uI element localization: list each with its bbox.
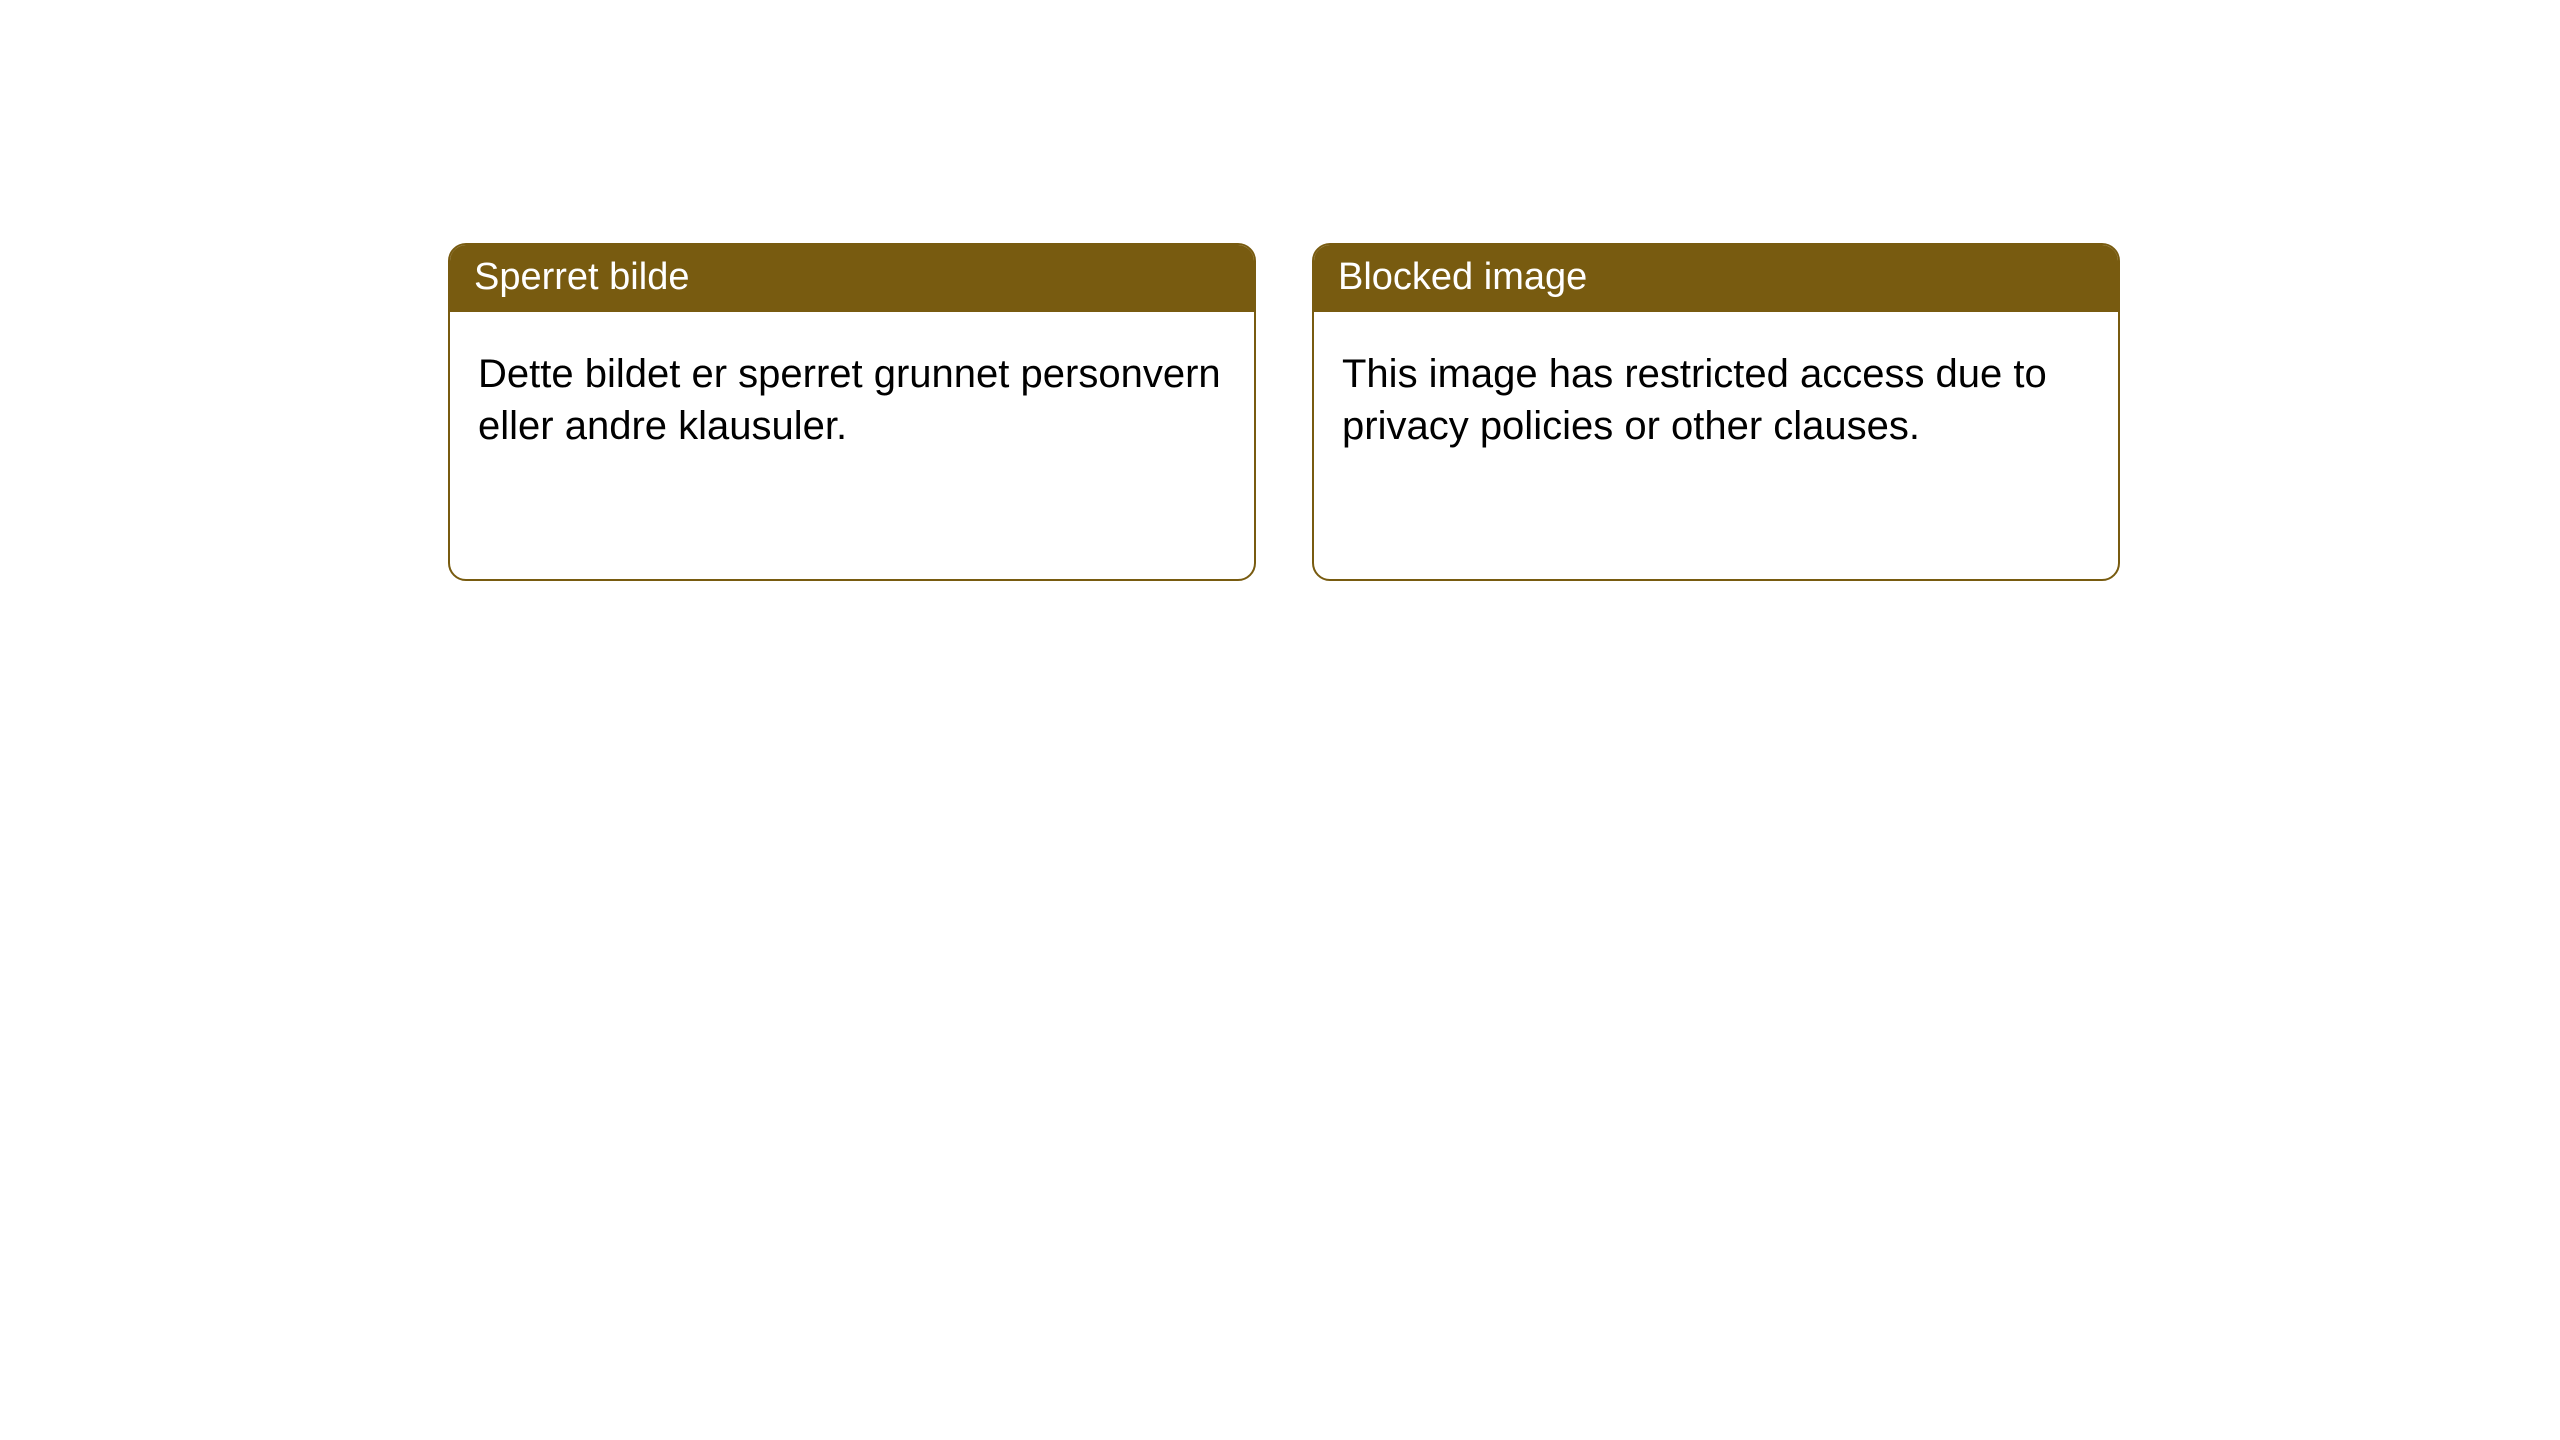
card-body: Dette bildet er sperret grunnet personve…: [450, 312, 1254, 488]
card-title: Sperret bilde: [474, 256, 689, 298]
card-body-text: Dette bildet er sperret grunnet personve…: [478, 352, 1221, 448]
card-body-text: This image has restricted access due to …: [1342, 352, 2047, 448]
card-header: Blocked image: [1314, 245, 2118, 312]
card-title: Blocked image: [1338, 256, 1587, 298]
card-header: Sperret bilde: [450, 245, 1254, 312]
blocked-image-card-norwegian: Sperret bilde Dette bildet er sperret gr…: [448, 243, 1256, 581]
notice-container: Sperret bilde Dette bildet er sperret gr…: [0, 0, 2560, 581]
card-body: This image has restricted access due to …: [1314, 312, 2118, 488]
blocked-image-card-english: Blocked image This image has restricted …: [1312, 243, 2120, 581]
